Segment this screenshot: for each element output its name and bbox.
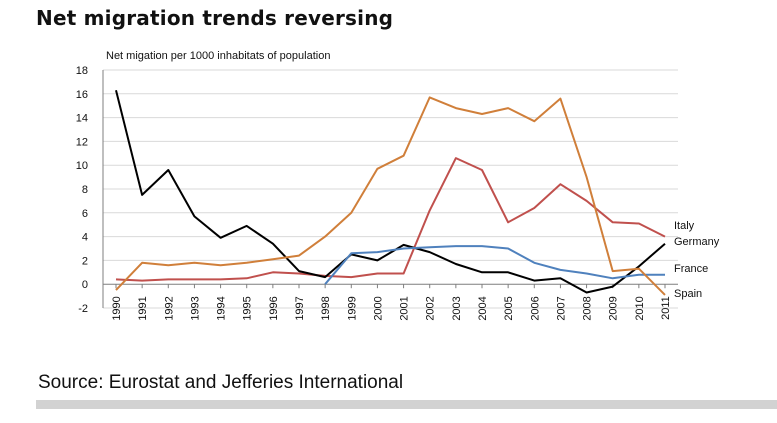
x-tick-label: 1991 (137, 296, 149, 320)
y-tick-label: 2 (82, 255, 88, 267)
x-tick-label: 2000 (372, 296, 384, 320)
series-label-spain: Spain (674, 288, 702, 300)
x-tick-label: 2003 (451, 296, 463, 320)
x-tick-label: 1996 (268, 296, 280, 320)
series-line-france (324, 245, 665, 285)
x-tick-label: 1995 (242, 296, 254, 320)
x-tick-label: 2004 (477, 296, 489, 320)
source-note: Source: Eurostat and Jefferies Internati… (38, 372, 404, 393)
series-lines (115, 89, 666, 296)
x-tick-label: 2007 (555, 296, 567, 320)
chart-title: Net migration trends reversing (36, 6, 394, 30)
series-label-germany: Germany (674, 236, 720, 248)
y-tick-label: 8 (82, 184, 88, 196)
x-tick-label: 1990 (111, 296, 123, 320)
x-tick-label: 2009 (608, 296, 620, 320)
line-chart: Net migation per 1000 inhabitats of popu… (76, 50, 720, 321)
x-tick-label: 2010 (634, 296, 646, 320)
y-tick-label: 4 (82, 232, 88, 244)
x-tick-label: 1997 (294, 296, 306, 320)
y-tick-label: 14 (76, 113, 88, 125)
x-tick-label: 2002 (425, 296, 437, 320)
y-tick-label: 16 (76, 89, 88, 101)
x-tick-label: 2005 (503, 296, 515, 320)
y-tick-label: 18 (76, 65, 88, 77)
x-tick-label: 1994 (216, 296, 228, 320)
x-axis-ticks: 1990 1991 1992 1993 1994 1995 1996 1997 1998 1999… (111, 284, 672, 321)
x-tick-label: 2011 (660, 296, 672, 320)
x-tick-label: 1998 (320, 296, 332, 320)
x-tick-label: 1993 (189, 296, 201, 320)
x-tick-label: 1992 (163, 296, 175, 320)
y-axis-label: Net migation per 1000 inhabitats of popu… (106, 50, 330, 62)
y-tick-label: -2 (78, 303, 88, 315)
y-axis-ticks: -2 0 2 4 6 8 10 12 14 16 18 (76, 65, 88, 315)
series-line-spain (115, 96, 666, 296)
gridlines (102, 69, 678, 309)
x-tick-label: 2008 (582, 296, 594, 320)
series-labels: Italy Germany France Spain (674, 220, 720, 300)
series-label-italy: Italy (674, 220, 695, 232)
y-tick-label: 12 (76, 136, 88, 148)
x-tick-label: 2006 (529, 296, 541, 320)
series-line-italy (115, 157, 666, 282)
bottom-divider (36, 400, 777, 409)
y-tick-label: 10 (76, 160, 88, 172)
x-tick-label: 1999 (346, 296, 358, 320)
y-tick-label: 6 (82, 208, 88, 220)
series-label-france: France (674, 263, 708, 275)
y-tick-label: 0 (82, 279, 88, 291)
series-line-germany (115, 89, 666, 294)
x-tick-label: 2001 (399, 296, 411, 320)
